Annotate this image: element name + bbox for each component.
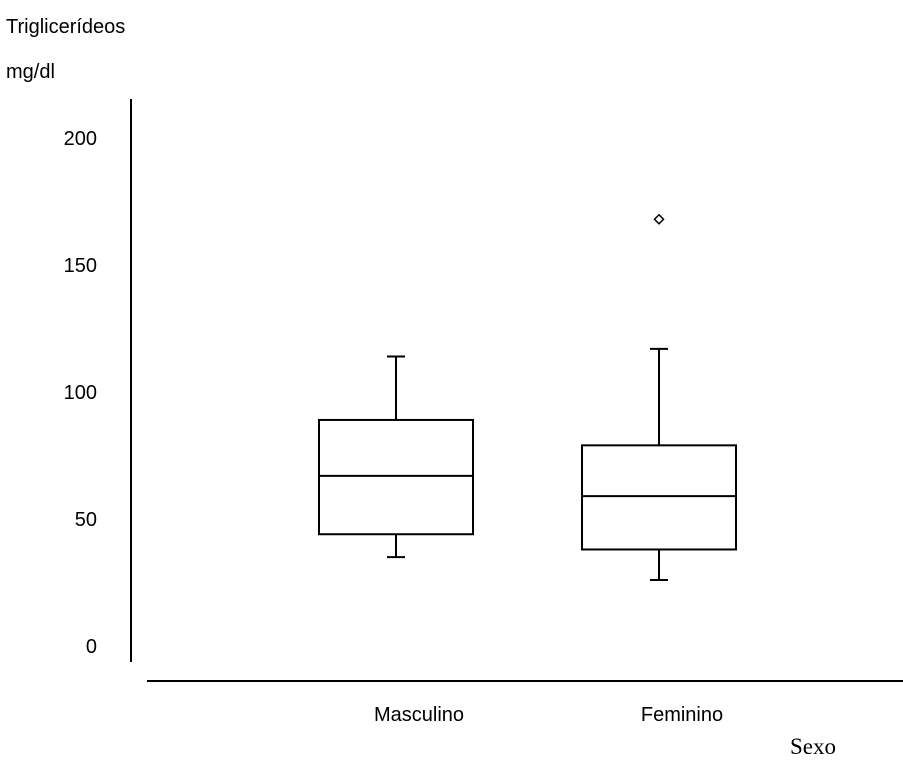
boxes-group bbox=[318, 213, 737, 581]
y-tick-label-200: 200 bbox=[64, 128, 97, 150]
y-axis-label-line1: Triglicerídeos bbox=[6, 16, 125, 38]
category-label-feminino: Feminino bbox=[641, 704, 723, 726]
y-tick-label-0: 0 bbox=[86, 636, 97, 658]
box-feminino bbox=[581, 213, 737, 581]
box-masculino bbox=[318, 355, 474, 559]
category-labels: Masculino Feminino bbox=[374, 704, 723, 726]
y-tick-label-100: 100 bbox=[64, 382, 97, 404]
y-tick-label-150: 150 bbox=[64, 255, 97, 277]
iqr-box-masculino bbox=[318, 418, 474, 536]
x-axis-label: Sexo bbox=[790, 734, 836, 759]
outlier-point-feminino-0 bbox=[653, 213, 665, 225]
y-axis-label-line2: mg/dl bbox=[6, 61, 55, 83]
iqr-box-feminino bbox=[581, 444, 737, 551]
category-label-masculino: Masculino bbox=[374, 704, 464, 726]
y-tick-label-50: 50 bbox=[75, 509, 97, 531]
y-tick-labels: 0 50 100 150 200 bbox=[64, 128, 97, 658]
